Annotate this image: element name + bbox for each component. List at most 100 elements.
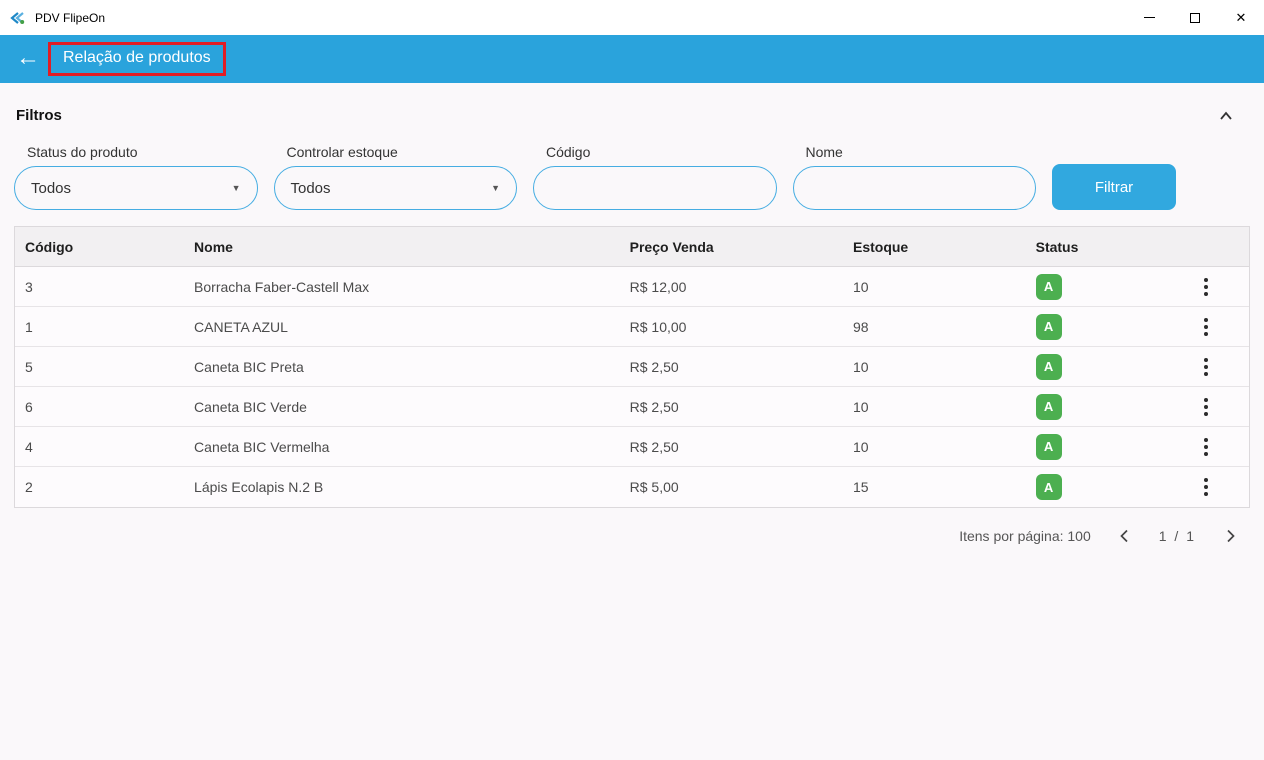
column-header-nome: Nome [194,238,233,255]
minimize-button[interactable] [1126,0,1172,35]
cell-estoque: 15 [852,479,869,495]
cell-actions [1163,274,1249,300]
table-row: 5 Caneta BIC Preta R$ 2,50 10 A [15,347,1249,387]
cell-nome: Caneta BIC Verde [194,398,307,415]
cell-nome: Borracha Faber-Castell Max [194,278,370,295]
cell-preco-venda: R$ 12,00 [629,278,687,295]
cell-nome: Caneta BIC Vermelha [194,438,330,455]
column-header-preco-venda: Preço Venda [629,238,714,255]
codigo-input[interactable] [533,166,777,210]
cell-estoque: 10 [852,278,869,295]
back-arrow-icon[interactable]: ← [16,44,40,71]
cell-nome: Caneta BIC Preta [194,358,304,375]
cell-actions [1163,314,1249,340]
next-page-chevron-right-icon[interactable] [1222,528,1238,544]
table-row: 3 Borracha Faber-Castell Max R$ 12,00 10… [15,267,1249,307]
maximize-icon [1190,12,1200,23]
status-select[interactable]: Todos ▼ [14,166,258,210]
status-badge: A [1035,273,1062,300]
row-menu-kebab-icon[interactable] [1196,434,1216,460]
cell-actions [1163,474,1249,500]
table-row: 1 CANETA AZUL R$ 10,00 98 A [15,307,1249,347]
chevron-down-icon: ▼ [231,183,241,193]
chevron-down-icon: ▼ [491,183,500,193]
table-row: 2 Lápis Ecolapis N.2 B R$ 5,00 15 A [15,467,1249,507]
cell-status: A [1026,433,1163,460]
table-header-row: Código Nome Preço Venda Estoque Status [15,227,1249,267]
filter-field-status: Status do produto Todos ▼ [14,144,258,210]
page-title-highlight-box: Relação de produtos [48,42,226,76]
row-menu-kebab-icon[interactable] [1196,394,1216,420]
status-badge: A [1035,313,1062,340]
window-titlebar: PDV FlipeOn ✕ [0,0,1264,35]
column-header-status: Status [1035,238,1079,255]
filter-label-nome: Nome [805,144,843,160]
status-badge: A [1035,393,1062,420]
close-button[interactable]: ✕ [1218,0,1264,35]
row-menu-kebab-icon[interactable] [1196,314,1216,340]
cell-status: A [1026,313,1163,340]
cell-codigo: 5 [25,358,33,375]
controlar-estoque-select[interactable]: Todos ▼ [273,166,517,210]
cell-actions [1163,354,1249,380]
row-menu-kebab-icon[interactable] [1196,354,1216,380]
close-icon: ✕ [1235,10,1247,25]
cell-status: A [1026,353,1163,380]
cell-preco-venda: R$ 10,00 [629,318,687,335]
cell-codigo: 3 [25,278,33,295]
cell-codigo: 6 [25,398,33,415]
app-title: PDV FlipeOn [35,10,106,25]
items-per-page-label: Itens por página: 100 [959,528,1091,544]
page-indicator: 1 / 1 [1158,528,1196,544]
collapse-filters-chevron-up-icon[interactable] [1218,110,1234,122]
window-controls: ✕ [1126,0,1264,35]
cell-actions [1163,394,1249,420]
cell-preco-venda: R$ 2,50 [629,398,679,415]
cell-codigo: 1 [25,318,33,335]
previous-page-chevron-left-icon[interactable] [1117,528,1133,544]
pagination: Itens por página: 100 1 / 1 [0,528,1238,544]
cell-preco-venda: R$ 2,50 [629,438,679,455]
minimize-icon [1143,17,1155,18]
nome-input[interactable] [792,166,1036,210]
status-badge: A [1035,353,1062,380]
cell-status: A [1026,273,1163,300]
status-badge: A [1035,433,1062,460]
maximize-button[interactable] [1172,0,1218,35]
filter-label-codigo: Código [546,144,591,160]
status-select-value: Todos [31,179,72,197]
row-menu-kebab-icon[interactable] [1196,274,1216,300]
controlar-estoque-select-value: Todos [290,179,331,197]
cell-nome: CANETA AZUL [194,318,288,335]
cell-estoque: 10 [852,358,869,375]
cell-preco-venda: R$ 5,00 [629,479,679,495]
cell-codigo: 4 [25,438,33,455]
filter-field-nome: Nome [792,144,1036,210]
cell-nome: Lápis Ecolapis N.2 B [194,479,324,495]
filter-field-codigo: Código [533,144,777,210]
products-table: Código Nome Preço Venda Estoque Status 3… [14,226,1250,508]
cell-status: A [1026,393,1163,420]
cell-estoque: 10 [852,398,869,415]
cell-status: A [1026,474,1163,500]
filter-label-status: Status do produto [27,144,138,160]
table-row: 6 Caneta BIC Verde R$ 2,50 10 A [15,387,1249,427]
cell-actions [1163,434,1249,460]
cell-estoque: 98 [852,318,869,335]
column-header-codigo: Código [25,238,74,255]
filters-section: Filtros Status do produto Todos ▼ Contro… [0,83,1264,210]
status-badge: A [1035,474,1062,500]
filter-label-controlar-estoque: Controlar estoque [286,144,398,160]
filters-heading: Filtros [16,107,62,124]
cell-codigo: 2 [25,479,33,495]
row-menu-kebab-icon[interactable] [1196,474,1216,500]
column-header-estoque: Estoque [852,238,909,255]
filtrar-button[interactable]: Filtrar [1052,164,1176,210]
app-header: ← Relação de produtos [0,35,1264,83]
page-title: Relação de produtos [63,49,211,66]
filter-field-controlar-estoque: Controlar estoque Todos ▼ [273,144,517,210]
cell-estoque: 10 [852,438,869,455]
app-logo-icon [10,9,28,27]
table-row: 4 Caneta BIC Vermelha R$ 2,50 10 A [15,427,1249,467]
cell-preco-venda: R$ 2,50 [629,358,679,375]
